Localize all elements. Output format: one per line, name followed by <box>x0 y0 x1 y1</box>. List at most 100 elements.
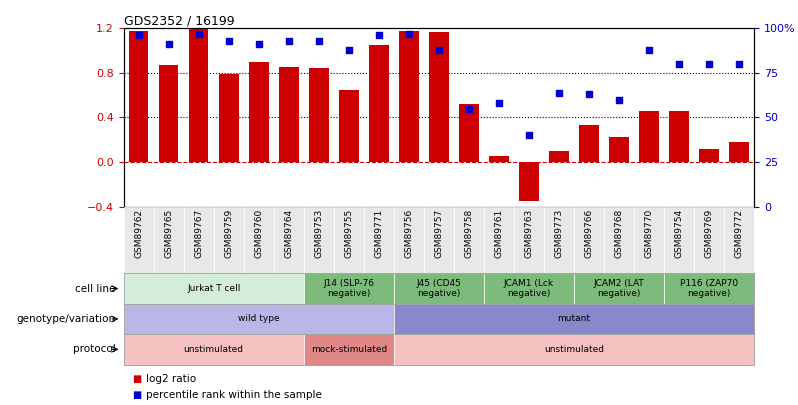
Text: unstimulated: unstimulated <box>184 345 243 354</box>
Point <box>402 30 415 37</box>
Text: GSM89767: GSM89767 <box>194 209 203 258</box>
Point <box>583 91 595 98</box>
Text: GSM89770: GSM89770 <box>645 209 654 258</box>
Point <box>192 30 205 37</box>
Text: GSM89771: GSM89771 <box>374 209 383 258</box>
Text: GSM89765: GSM89765 <box>164 209 173 258</box>
Bar <box>129 31 148 162</box>
Text: J45 (CD45
negative): J45 (CD45 negative) <box>417 279 461 298</box>
Text: ■: ■ <box>132 390 141 400</box>
Bar <box>544 207 574 273</box>
Text: GSM89766: GSM89766 <box>584 209 594 258</box>
Text: GSM89756: GSM89756 <box>405 209 413 258</box>
Bar <box>609 138 629 162</box>
Text: GSM89753: GSM89753 <box>314 209 323 258</box>
Point <box>342 47 355 53</box>
Bar <box>184 207 214 273</box>
Text: GSM89759: GSM89759 <box>224 209 233 258</box>
Bar <box>189 28 208 162</box>
Text: percentile rank within the sample: percentile rank within the sample <box>146 390 322 400</box>
Text: GSM89764: GSM89764 <box>284 209 294 258</box>
Point <box>162 41 175 48</box>
Text: GSM89754: GSM89754 <box>674 209 684 258</box>
Bar <box>604 207 634 273</box>
Text: genotype/variation: genotype/variation <box>17 314 116 324</box>
Point <box>223 38 235 44</box>
Point <box>282 38 295 44</box>
Text: unstimulated: unstimulated <box>544 345 604 354</box>
Text: GSM89760: GSM89760 <box>255 209 263 258</box>
Bar <box>424 207 454 273</box>
Text: wild type: wild type <box>238 314 279 324</box>
Point <box>132 32 145 39</box>
Text: cell line: cell line <box>75 284 116 294</box>
Bar <box>124 207 154 273</box>
Text: GSM89769: GSM89769 <box>705 209 713 258</box>
Point <box>552 89 565 96</box>
Text: GSM89755: GSM89755 <box>345 209 354 258</box>
Text: GSM89757: GSM89757 <box>434 209 444 258</box>
Bar <box>243 207 274 273</box>
Text: GSM89758: GSM89758 <box>464 209 473 258</box>
Bar <box>399 31 419 162</box>
Bar <box>309 68 329 162</box>
Bar <box>634 207 664 273</box>
Text: GSM89761: GSM89761 <box>495 209 504 258</box>
Point <box>673 61 685 67</box>
Bar <box>670 111 689 162</box>
Text: J14 (SLP-76
negative): J14 (SLP-76 negative) <box>323 279 374 298</box>
Text: GDS2352 / 16199: GDS2352 / 16199 <box>124 14 235 27</box>
Point <box>733 61 745 67</box>
Point <box>492 100 505 107</box>
Point <box>463 105 476 112</box>
Bar <box>214 207 243 273</box>
Bar <box>574 207 604 273</box>
Bar <box>639 111 659 162</box>
Bar <box>304 207 334 273</box>
Bar <box>249 62 269 162</box>
Bar <box>429 32 448 162</box>
Bar <box>729 142 749 162</box>
Point <box>252 41 265 48</box>
Bar <box>219 74 239 162</box>
Bar <box>394 207 424 273</box>
Bar <box>549 151 569 162</box>
Point <box>373 32 385 39</box>
Text: P116 (ZAP70
negative): P116 (ZAP70 negative) <box>680 279 738 298</box>
Bar <box>489 156 508 162</box>
Bar <box>724 207 754 273</box>
Text: GSM89762: GSM89762 <box>134 209 143 258</box>
Text: protocol: protocol <box>73 344 116 354</box>
Bar <box>274 207 304 273</box>
Bar <box>334 207 364 273</box>
Point <box>433 47 445 53</box>
Bar <box>159 65 179 162</box>
Bar <box>664 207 694 273</box>
Text: JCAM2 (LAT
negative): JCAM2 (LAT negative) <box>594 279 645 298</box>
Bar <box>279 67 298 162</box>
Bar <box>454 207 484 273</box>
Point <box>703 61 716 67</box>
Bar <box>699 149 719 162</box>
Text: GSM89772: GSM89772 <box>735 209 744 258</box>
Point <box>313 38 326 44</box>
Bar <box>339 90 358 162</box>
Bar <box>459 104 479 162</box>
Bar <box>154 207 184 273</box>
Text: mutant: mutant <box>558 314 591 324</box>
Text: GSM89763: GSM89763 <box>524 209 533 258</box>
Text: ■: ■ <box>132 374 141 384</box>
Point <box>523 132 535 139</box>
Point <box>642 47 655 53</box>
Text: GSM89773: GSM89773 <box>555 209 563 258</box>
Bar <box>369 45 389 162</box>
Bar <box>694 207 724 273</box>
Text: JCAM1 (Lck
negative): JCAM1 (Lck negative) <box>504 279 554 298</box>
Bar <box>484 207 514 273</box>
Bar <box>514 207 544 273</box>
Text: GSM89768: GSM89768 <box>614 209 623 258</box>
Bar <box>579 125 598 162</box>
Point <box>613 96 626 103</box>
Text: log2 ratio: log2 ratio <box>146 374 196 384</box>
Bar <box>364 207 394 273</box>
